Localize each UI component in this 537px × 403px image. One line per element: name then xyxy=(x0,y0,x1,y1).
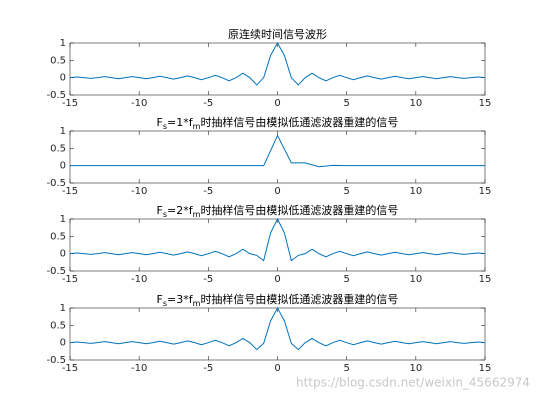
title-part: m xyxy=(193,299,201,308)
title-part: F xyxy=(157,293,163,306)
watermark: https://blog.csdn.net/weixin_45662974 xyxy=(296,376,530,390)
y-tick-label: 0 xyxy=(60,73,66,84)
axes-box xyxy=(69,307,486,361)
x-tick-label: -5 xyxy=(203,274,213,285)
title-part: =1*f xyxy=(167,116,194,129)
subplot-title: Fs=1*fm时抽样信号由模拟低通滤波器重建的信号 xyxy=(157,115,399,131)
y-tick-label: -0.5 xyxy=(46,266,66,277)
x-tick-label: 0 xyxy=(274,274,280,285)
x-tick-label: 0 xyxy=(274,363,280,374)
x-tick-label: 10 xyxy=(409,186,422,197)
title-part: 时抽样信号由模拟低通滤波器重建的信号 xyxy=(200,115,398,129)
x-tick-label: 10 xyxy=(409,98,422,109)
x-tick-label: -10 xyxy=(131,363,147,374)
axes-box xyxy=(69,218,486,272)
x-tick-label: -15 xyxy=(62,363,78,374)
y-tick-label: -0.5 xyxy=(46,355,66,366)
data-line xyxy=(70,134,485,168)
title-part: s xyxy=(163,122,167,131)
x-tick-label: 5 xyxy=(343,363,349,374)
x-tick-label: -5 xyxy=(203,363,213,374)
subplot-title: Fs=3*fm时抽样信号由模拟低通滤波器重建的信号 xyxy=(157,292,399,308)
y-tick-label: 0.5 xyxy=(50,55,66,66)
title-part: s xyxy=(163,210,167,219)
y-tick-label: -0.5 xyxy=(46,90,66,101)
y-tick-label: -0.5 xyxy=(46,178,66,189)
x-tick-label: 5 xyxy=(343,274,349,285)
y-tick-label: 1 xyxy=(60,214,66,225)
x-tick-label: 0 xyxy=(274,98,280,109)
y-tick-label: 0 xyxy=(60,161,66,172)
data-line xyxy=(69,306,486,351)
subplot-title: Fs=2*fm时抽样信号由模拟低通滤波器重建的信号 xyxy=(157,203,399,219)
x-tick-label: -10 xyxy=(131,274,147,285)
x-tick-label: 5 xyxy=(343,186,349,197)
y-tick-label: 0 xyxy=(60,249,66,260)
title-part: 时抽样信号由模拟低通滤波器重建的信号 xyxy=(200,292,398,306)
y-tick-label: 0.5 xyxy=(50,231,66,242)
x-tick-label: -5 xyxy=(203,186,213,197)
x-tick-label: 15 xyxy=(479,363,492,374)
x-tick-label: 10 xyxy=(409,274,422,285)
title-part: s xyxy=(163,299,167,308)
x-tick-label: 10 xyxy=(409,363,422,374)
x-tick-label: -10 xyxy=(131,186,147,197)
x-tick-label: -10 xyxy=(131,98,147,109)
title-part: m xyxy=(193,210,201,219)
x-tick-label: -5 xyxy=(203,98,213,109)
data-line xyxy=(69,41,486,86)
y-tick-label: 1 xyxy=(60,126,66,137)
title-part: =2*f xyxy=(167,204,194,217)
y-tick-label: 0 xyxy=(60,338,66,349)
x-tick-label: 5 xyxy=(343,98,349,109)
title-part: F xyxy=(157,116,163,129)
axes-box xyxy=(69,130,486,184)
x-tick-label: 15 xyxy=(479,274,492,285)
x-tick-label: -15 xyxy=(62,98,78,109)
y-tick-label: 0.5 xyxy=(50,320,66,331)
x-tick-label: -15 xyxy=(62,274,78,285)
x-tick-label: 0 xyxy=(274,186,280,197)
x-tick-label: -15 xyxy=(62,186,78,197)
x-tick-label: 15 xyxy=(479,98,492,109)
title-part: m xyxy=(193,122,201,131)
subplot-title: 原连续时间信号波形 xyxy=(228,27,327,41)
title-part: =3*f xyxy=(167,293,194,306)
y-tick-label: 0.5 xyxy=(50,143,66,154)
x-tick-label: 15 xyxy=(479,186,492,197)
y-tick-label: 1 xyxy=(60,38,66,49)
title-part: F xyxy=(157,204,163,217)
title-part: 时抽样信号由模拟低通滤波器重建的信号 xyxy=(200,203,398,217)
axes-box xyxy=(69,42,486,96)
y-tick-label: 1 xyxy=(60,303,66,314)
data-line xyxy=(69,217,486,262)
